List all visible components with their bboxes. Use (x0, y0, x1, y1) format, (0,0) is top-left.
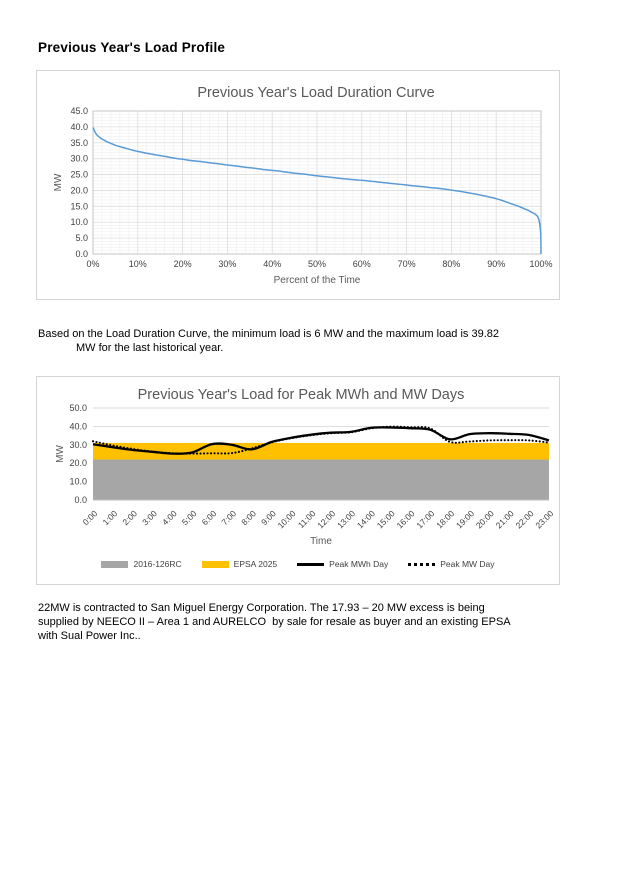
chart-title: Previous Year's Load for Peak MWh and MW… (138, 387, 465, 403)
svg-text:23:00: 23:00 (533, 508, 555, 530)
svg-text:50%: 50% (308, 259, 326, 269)
svg-text:100%: 100% (529, 259, 552, 269)
caption-line: supplied by NEECO II – Area 1 and AURELC… (38, 616, 511, 628)
legend-item-2016-126rc: 2016-126RC (101, 559, 182, 569)
svg-text:80%: 80% (442, 259, 460, 269)
svg-text:30.0: 30.0 (69, 440, 87, 450)
svg-text:20.0: 20.0 (69, 458, 87, 468)
svg-text:12:00: 12:00 (315, 508, 337, 530)
svg-text:45.0: 45.0 (70, 106, 88, 116)
svg-text:11:00: 11:00 (296, 508, 318, 530)
x-axis-ticks: 0% 10% 20% 30% 40% 50% 60% 70% 80% 90% 100% (86, 259, 552, 269)
y-axis-ticks: 45.0 40.0 35.0 30.0 25.0 20.0 15.0 10.0 5.0 0.0 (70, 106, 88, 259)
svg-text:30.0: 30.0 (70, 154, 88, 164)
svg-text:20.0: 20.0 (70, 185, 88, 195)
svg-text:0.0: 0.0 (74, 495, 87, 505)
duration-curve-caption: Based on the Load Duration Curve, the mi… (38, 327, 583, 355)
svg-text:16:00: 16:00 (395, 508, 417, 530)
legend-swatch-solid-line (297, 562, 325, 566)
legend-label: 2016-126RC (133, 559, 182, 569)
contract-caption: 22MW is contracted to San Miguel Energy … (38, 601, 583, 643)
svg-text:40.0: 40.0 (69, 421, 87, 431)
load-duration-chart-svg: 45.0 40.0 35.0 30.0 25.0 20.0 15.0 10.0 5.0 0.00%… (53, 85, 553, 286)
caption-line: MW for the last historical year. (76, 342, 224, 354)
duration-curve-line (92, 127, 542, 255)
svg-text:40.0: 40.0 (70, 122, 88, 132)
legend-swatch-area (101, 560, 129, 568)
area-series-2016-126rc (93, 459, 549, 500)
legend-item-epsa-2025: EPSA 2025 (201, 559, 278, 569)
svg-text:7:00: 7:00 (219, 508, 238, 527)
svg-text:10%: 10% (129, 259, 147, 269)
caption-line: Based on the Load Duration Curve, the mi… (38, 328, 500, 340)
gridlines (93, 111, 541, 254)
svg-text:19:00: 19:00 (454, 508, 476, 530)
svg-text:15.0: 15.0 (70, 201, 88, 211)
x-axis-title: Time (310, 536, 332, 547)
svg-text:6:00: 6:00 (200, 508, 219, 527)
svg-text:70%: 70% (398, 259, 416, 269)
x-axis-ticks: 0:00 1:00 2:00 3:00 4:00 5:00 6:00 7:00 8:00 9:00… (81, 508, 556, 530)
svg-text:2:00: 2:00 (120, 508, 139, 527)
svg-text:8:00: 8:00 (239, 508, 258, 527)
caption-line: with Sual Power Inc.. (38, 630, 141, 642)
svg-text:4:00: 4:00 (160, 508, 179, 527)
legend-label: EPSA 2025 (233, 559, 278, 569)
svg-text:5:00: 5:00 (180, 508, 199, 527)
legend-swatch-area (201, 560, 229, 568)
y-axis-title: MW (53, 173, 64, 191)
svg-text:60%: 60% (353, 259, 371, 269)
svg-text:0:00: 0:00 (81, 508, 100, 527)
legend-label: Peak MW Day (440, 559, 495, 569)
chart-legend: 2016-126RC EPSA 2025 Peak MWh Day Peak MW D… (37, 559, 559, 569)
area-series-epsa-2025 (93, 442, 549, 460)
legend-item-peak-mw-day: Peak MW Day (408, 559, 495, 569)
line-series-peak-mw-day (91, 425, 551, 455)
svg-text:21:00: 21:00 (494, 508, 516, 530)
svg-text:40%: 40% (263, 259, 281, 269)
chart-title: Previous Year's Load Duration Curve (197, 85, 434, 101)
svg-text:22:00: 22:00 (513, 508, 535, 530)
y-axis-ticks: 50.0 40.0 30.0 20.0 10.0 0.0 (69, 403, 87, 505)
peak-load-chart: 50.0 40.0 30.0 20.0 10.0 0.0 0:00 1:00 2:00 3:00 4… (36, 376, 560, 585)
svg-text:1:00: 1:00 (100, 508, 119, 527)
svg-text:0%: 0% (86, 259, 99, 269)
svg-text:3:00: 3:00 (140, 508, 159, 527)
svg-text:90%: 90% (487, 259, 505, 269)
x-axis-title: Percent of the Time (274, 275, 361, 286)
svg-text:35.0: 35.0 (70, 138, 88, 148)
svg-text:30%: 30% (218, 259, 236, 269)
legend-label: Peak MWh Day (329, 559, 389, 569)
caption-line: 22MW is contracted to San Miguel Energy … (38, 602, 485, 614)
svg-text:10:00: 10:00 (276, 508, 298, 530)
peak-load-chart-svg: 50.0 40.0 30.0 20.0 10.0 0.0 0:00 1:00 2:00 3:00 4… (55, 387, 556, 547)
y-axis-title: MW (55, 445, 66, 463)
svg-text:25.0: 25.0 (70, 170, 88, 180)
svg-text:20:00: 20:00 (474, 508, 496, 530)
page-title: Previous Year's Load Profile (38, 40, 226, 55)
load-duration-chart: 45.0 40.0 35.0 30.0 25.0 20.0 15.0 10.0 5.0 0.0 0%… (36, 70, 560, 300)
svg-text:10.0: 10.0 (70, 217, 88, 227)
svg-text:0.0: 0.0 (75, 249, 88, 259)
svg-text:17:00: 17:00 (414, 508, 436, 530)
legend-item-peak-mwh-day: Peak MWh Day (297, 559, 388, 569)
svg-text:5.0: 5.0 (75, 233, 88, 243)
svg-text:13:00: 13:00 (335, 508, 357, 530)
legend-swatch-dotted-line (408, 562, 436, 566)
plot-border (92, 110, 542, 255)
svg-text:14:00: 14:00 (355, 508, 377, 530)
svg-text:50.0: 50.0 (69, 403, 87, 413)
svg-text:15:00: 15:00 (375, 508, 397, 530)
svg-text:10.0: 10.0 (69, 477, 87, 487)
svg-text:18:00: 18:00 (434, 508, 456, 530)
svg-text:20%: 20% (174, 259, 192, 269)
